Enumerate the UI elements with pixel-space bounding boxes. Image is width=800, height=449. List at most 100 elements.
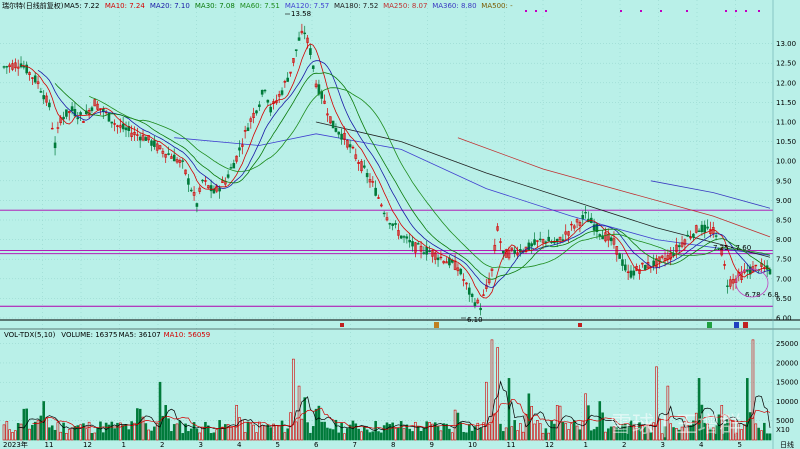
volume-bar [717, 414, 721, 441]
volume-bar [102, 432, 105, 441]
candle-body [467, 287, 471, 295]
candle-body [439, 256, 443, 259]
candle-body [161, 150, 165, 154]
volume-bar [104, 422, 108, 441]
candle-body [419, 245, 423, 252]
candle-body [93, 99, 97, 107]
volume-bar [368, 432, 372, 441]
candle-body [686, 234, 690, 237]
volume-bar [765, 433, 769, 441]
candle-body [731, 279, 735, 284]
volume-bar [703, 422, 707, 441]
volume-bar [686, 425, 690, 441]
ma-legend-item: MA5: 7.22 [64, 2, 99, 10]
volume-bar [680, 426, 684, 441]
volume-bar [572, 420, 576, 441]
candle-body [136, 134, 139, 136]
volume-bar [48, 427, 51, 441]
volume-bar [408, 428, 411, 441]
volume-bar [433, 422, 437, 441]
volume-bar [119, 422, 122, 441]
volume-bar [164, 405, 168, 441]
volume-bar [416, 426, 420, 441]
volume-bar [16, 423, 20, 441]
volume-bar [606, 428, 610, 441]
candle-body [314, 83, 318, 88]
chart-title: 瑞尔特(日线前复权) [2, 1, 64, 10]
volume-bar [428, 422, 431, 441]
range-annotation-1: 7.25 - 7.60 [713, 244, 751, 252]
date-tick-label: 8 [391, 441, 395, 449]
volume-bar [714, 425, 718, 441]
candle-body [121, 123, 125, 130]
volume-bar [201, 427, 204, 441]
candle-body [90, 107, 94, 111]
candle-body [456, 267, 460, 272]
volume-bar [754, 423, 758, 441]
candle-body [334, 127, 338, 132]
candle-body [692, 233, 695, 238]
candle-body [382, 212, 386, 215]
ma-legend-item: MA180: 7.52 [334, 2, 378, 10]
candle-body [377, 197, 380, 199]
volume-bar [768, 433, 772, 441]
candle-body [703, 224, 707, 233]
volume-bar [592, 429, 596, 441]
volume-bar [178, 420, 182, 441]
candle-body [56, 127, 60, 129]
volume-bar [530, 406, 533, 441]
volume-bar [130, 421, 133, 441]
candle-body [572, 225, 576, 229]
candle-body [348, 144, 352, 148]
volume-bar [402, 428, 406, 441]
volume-tick-label: 10000 [776, 398, 798, 406]
price-tick-label: 11.00 [776, 119, 796, 127]
volume-tick-label: 20000 [776, 359, 798, 367]
volume-bar [127, 429, 131, 441]
volume-bar [675, 428, 678, 441]
volume-bar [643, 426, 647, 441]
volume-bar [575, 425, 579, 441]
candle-body [328, 116, 332, 124]
volume-bar [87, 421, 91, 441]
candle-body [130, 132, 133, 137]
volume-axis: 25000 20000 15000 10000 5000 [776, 340, 798, 425]
volume-bar [345, 428, 349, 441]
volume-bar [323, 421, 326, 441]
candle-body [33, 75, 37, 83]
volume-bar [706, 423, 709, 441]
candle-body [16, 66, 20, 69]
volume-bar [694, 412, 698, 441]
volume-bar [692, 420, 695, 441]
candle-body [266, 99, 270, 103]
volume-bar [62, 422, 65, 441]
date-tick-label: 9 [430, 441, 434, 449]
price-tick-label: 8.00 [776, 236, 792, 244]
candle-body [204, 180, 207, 182]
candle-body [317, 84, 321, 95]
volume-bar [391, 422, 394, 441]
volume-bar [5, 420, 9, 441]
candle-body [538, 238, 542, 241]
date-tick-label: 3 [661, 441, 665, 449]
volume-bar [365, 429, 369, 441]
watermark: 雪球 | 王增群 [610, 413, 741, 438]
volume-bar [734, 432, 738, 441]
candle-body [221, 180, 224, 183]
candle-body [399, 235, 403, 239]
volume-bar [303, 397, 307, 441]
candle-body [516, 252, 519, 256]
volume-bar [28, 428, 31, 441]
candle-body [246, 127, 250, 131]
candle-body [490, 268, 494, 271]
candle-body [714, 235, 718, 237]
volume-bar [470, 430, 474, 441]
candle-body [238, 147, 241, 151]
volume-bar [431, 423, 434, 441]
candle-body [368, 179, 372, 183]
candle-body [555, 238, 559, 243]
volume-bar [743, 424, 746, 441]
volume-bar [286, 428, 289, 441]
volume-bar [516, 430, 519, 441]
volume-bar [663, 426, 667, 441]
